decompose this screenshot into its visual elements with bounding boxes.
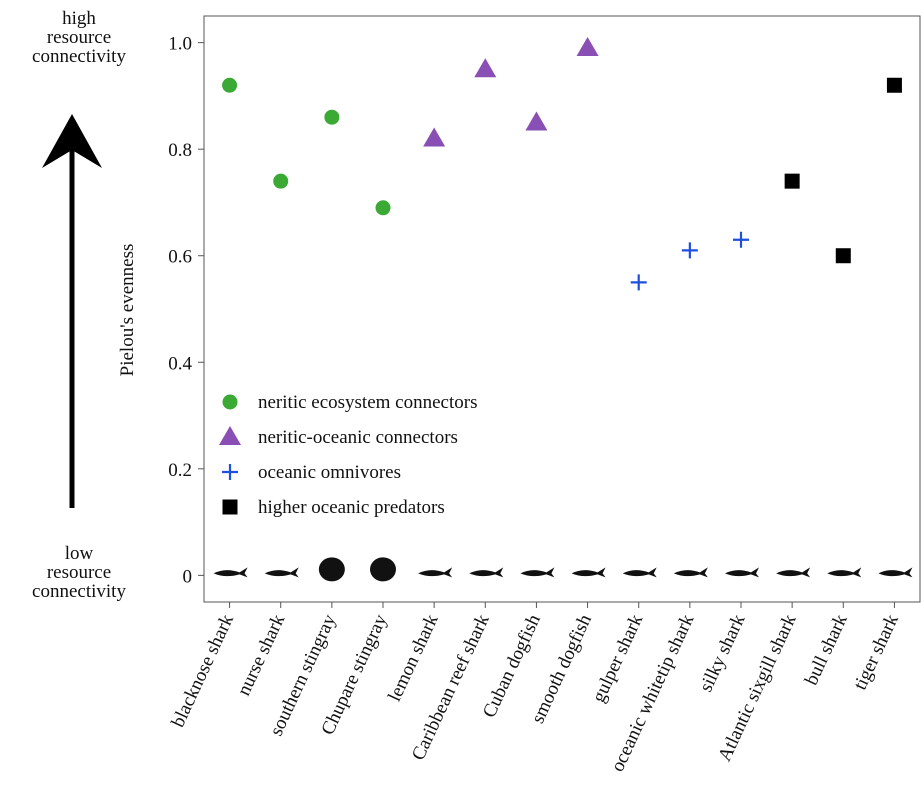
silhouette bbox=[469, 567, 503, 577]
silhouette bbox=[827, 567, 861, 577]
silhouette bbox=[776, 567, 810, 577]
legend-marker bbox=[223, 395, 238, 410]
y-tick-label: 0.4 bbox=[168, 353, 192, 374]
point bbox=[423, 128, 445, 147]
annotation: low bbox=[65, 543, 94, 564]
annotation: resource bbox=[47, 27, 111, 48]
x-tick-label: silky shark bbox=[695, 611, 749, 695]
silhouette bbox=[725, 567, 759, 577]
point bbox=[785, 174, 800, 189]
silhouette bbox=[674, 567, 708, 577]
point bbox=[682, 242, 698, 258]
annotation: high bbox=[62, 8, 96, 29]
point bbox=[222, 78, 237, 93]
legend-label: neritic ecosystem connectors bbox=[258, 392, 477, 413]
x-tick-label: blacknose shark bbox=[168, 611, 239, 731]
x-tick-label: nurse shark bbox=[233, 611, 289, 699]
silhouette bbox=[623, 567, 657, 577]
silhouette bbox=[265, 567, 299, 577]
point bbox=[324, 110, 339, 125]
legend-label: neritic-oceanic connectors bbox=[258, 427, 458, 448]
annotation: connectivity bbox=[32, 46, 126, 67]
legend-marker bbox=[222, 464, 238, 480]
x-tick-label: bull shark bbox=[801, 611, 852, 689]
legend-label: oceanic omnivores bbox=[258, 462, 401, 483]
silhouette bbox=[418, 567, 452, 577]
x-tick-label: tiger shark bbox=[850, 611, 903, 693]
x-tick-label: gulper shark bbox=[588, 611, 647, 706]
silhouette bbox=[214, 567, 248, 577]
point bbox=[273, 174, 288, 189]
legend-marker bbox=[223, 500, 238, 515]
y-tick-label: 1.0 bbox=[168, 34, 192, 55]
silhouette bbox=[878, 567, 912, 577]
point bbox=[631, 274, 647, 290]
point bbox=[887, 78, 902, 93]
annotation: resource bbox=[47, 562, 111, 583]
silhouette bbox=[370, 557, 396, 581]
y-tick-label: 0.6 bbox=[168, 247, 192, 268]
point bbox=[577, 37, 599, 56]
y-axis-label: Pielou's evenness bbox=[117, 244, 138, 377]
point bbox=[525, 112, 547, 131]
annotation: connectivity bbox=[32, 581, 126, 602]
silhouette bbox=[520, 567, 554, 577]
y-tick-label: 0.8 bbox=[168, 140, 192, 161]
silhouette bbox=[319, 557, 345, 581]
point bbox=[836, 248, 851, 263]
silhouette bbox=[572, 567, 606, 577]
y-tick-label: 0 bbox=[183, 566, 193, 587]
legend-marker bbox=[219, 426, 241, 445]
point bbox=[733, 232, 749, 248]
y-tick-label: 0.2 bbox=[168, 460, 192, 481]
chart: Pielou's evenness highresourceconnectivi… bbox=[0, 0, 921, 798]
point bbox=[376, 200, 391, 215]
x-tick-label: lemon shark bbox=[384, 611, 443, 705]
point bbox=[474, 58, 496, 77]
legend-label: higher oceanic predators bbox=[258, 497, 445, 518]
